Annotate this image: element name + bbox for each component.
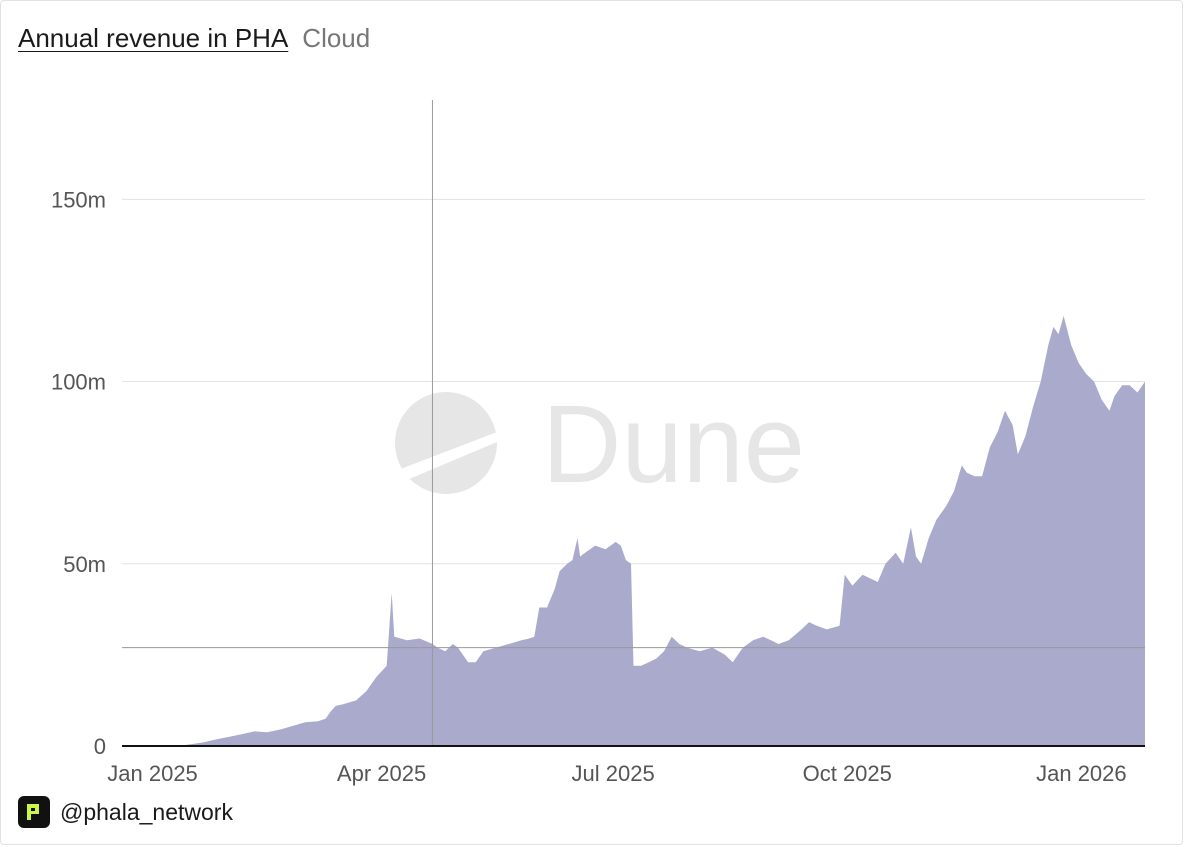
chart-title[interactable]: Annual revenue in PHA xyxy=(18,23,289,53)
x-tick-label-0: Jan 2025 xyxy=(107,761,198,786)
x-tick-label-4: Jan 2026 xyxy=(1036,761,1127,786)
y-tick-label-3: 150m xyxy=(51,187,106,212)
y-tick-label-2: 100m xyxy=(51,370,106,395)
y-axis-ticks: 0 50m 100m 150m xyxy=(51,187,106,759)
chart-subtitle: Cloud xyxy=(302,23,371,53)
y-tick-label-1: 50m xyxy=(63,552,106,577)
x-tick-label-1: Apr 2025 xyxy=(337,761,426,786)
phala-logo-icon xyxy=(18,796,50,828)
x-tick-label-3: Oct 2025 xyxy=(803,761,892,786)
dune-watermark: Dune xyxy=(395,383,805,506)
y-tick-label-0: 0 xyxy=(94,734,106,759)
chart-header: Annual revenue in PHA Cloud xyxy=(18,22,370,54)
footer-handle[interactable]: @phala_network xyxy=(60,798,233,825)
watermark-text: Dune xyxy=(542,383,805,506)
x-tick-label-2: Jul 2025 xyxy=(572,761,655,786)
footer: @phala_network xyxy=(18,796,233,828)
watermark-logo-slash xyxy=(398,432,497,482)
revenue-area-series[interactable] xyxy=(122,316,1145,746)
x-axis-ticks: Jan 2025 Apr 2025 Jul 2025 Oct 2025 Jan 2026 xyxy=(107,761,1126,786)
crosshair xyxy=(122,100,1145,746)
